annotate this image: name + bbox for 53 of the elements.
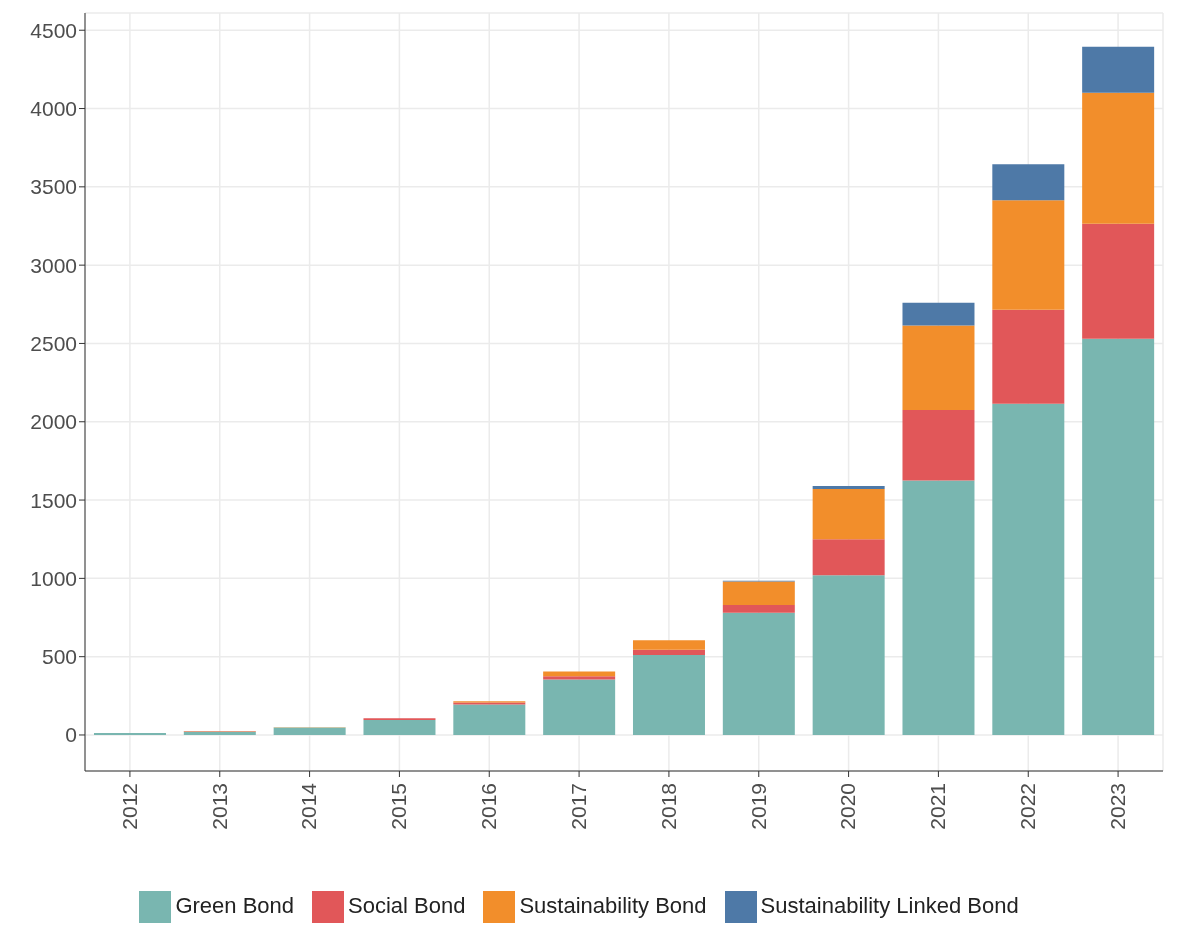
bar bbox=[1082, 223, 1155, 339]
bar bbox=[273, 727, 346, 735]
x-tick-label: 2023 bbox=[1105, 783, 1129, 830]
bar bbox=[722, 604, 795, 613]
bar bbox=[543, 676, 616, 680]
x-tick-label: 2021 bbox=[926, 783, 950, 830]
y-tick-label: 1500 bbox=[30, 488, 77, 512]
bar bbox=[722, 581, 795, 605]
x-tick-label: 2015 bbox=[387, 783, 411, 830]
x-tick-label: 2017 bbox=[566, 783, 590, 830]
bar bbox=[992, 403, 1065, 735]
bar bbox=[363, 720, 436, 735]
bar bbox=[722, 612, 795, 735]
legend-label: Social Bond bbox=[348, 892, 466, 918]
y-tick-label: 2500 bbox=[30, 331, 77, 355]
y-tick-label: 0 bbox=[65, 723, 77, 747]
bar bbox=[992, 309, 1065, 404]
bar bbox=[902, 410, 975, 481]
x-tick-label: 2014 bbox=[297, 782, 321, 830]
y-tick-label: 1000 bbox=[30, 566, 77, 590]
bar bbox=[1082, 338, 1155, 735]
x-tick-label: 2018 bbox=[656, 783, 680, 830]
y-tick-label: 4500 bbox=[30, 18, 77, 42]
legend-label: Sustainability Linked Bond bbox=[760, 892, 1019, 918]
bar bbox=[1082, 46, 1155, 93]
bar bbox=[812, 575, 885, 735]
y-tick-label: 500 bbox=[41, 645, 77, 669]
bar bbox=[812, 485, 885, 490]
bar bbox=[902, 480, 975, 735]
x-tick-label: 2012 bbox=[117, 783, 141, 830]
y-tick-label: 3500 bbox=[30, 175, 77, 199]
bar bbox=[812, 489, 885, 540]
bar bbox=[992, 200, 1065, 310]
bar bbox=[992, 164, 1065, 201]
x-tick-label: 2016 bbox=[477, 783, 501, 830]
bar bbox=[1082, 92, 1155, 224]
y-tick-label: 4000 bbox=[30, 96, 77, 120]
x-tick-label: 2020 bbox=[836, 783, 860, 830]
x-tick-label: 2013 bbox=[207, 783, 231, 830]
bar bbox=[902, 325, 975, 411]
x-tick-label: 2022 bbox=[1016, 783, 1040, 830]
bar bbox=[812, 539, 885, 576]
bar bbox=[902, 302, 975, 326]
bar bbox=[632, 655, 705, 735]
x-tick-label: 2019 bbox=[746, 783, 770, 830]
bar bbox=[632, 649, 705, 656]
y-tick-label: 2000 bbox=[30, 410, 77, 434]
bar bbox=[543, 679, 616, 735]
legend-label: Green Bond bbox=[175, 892, 295, 918]
y-tick-label: 3000 bbox=[30, 253, 77, 277]
bar bbox=[632, 640, 705, 650]
bar bbox=[453, 704, 526, 735]
legend-label: Sustainability Bond bbox=[519, 892, 707, 918]
